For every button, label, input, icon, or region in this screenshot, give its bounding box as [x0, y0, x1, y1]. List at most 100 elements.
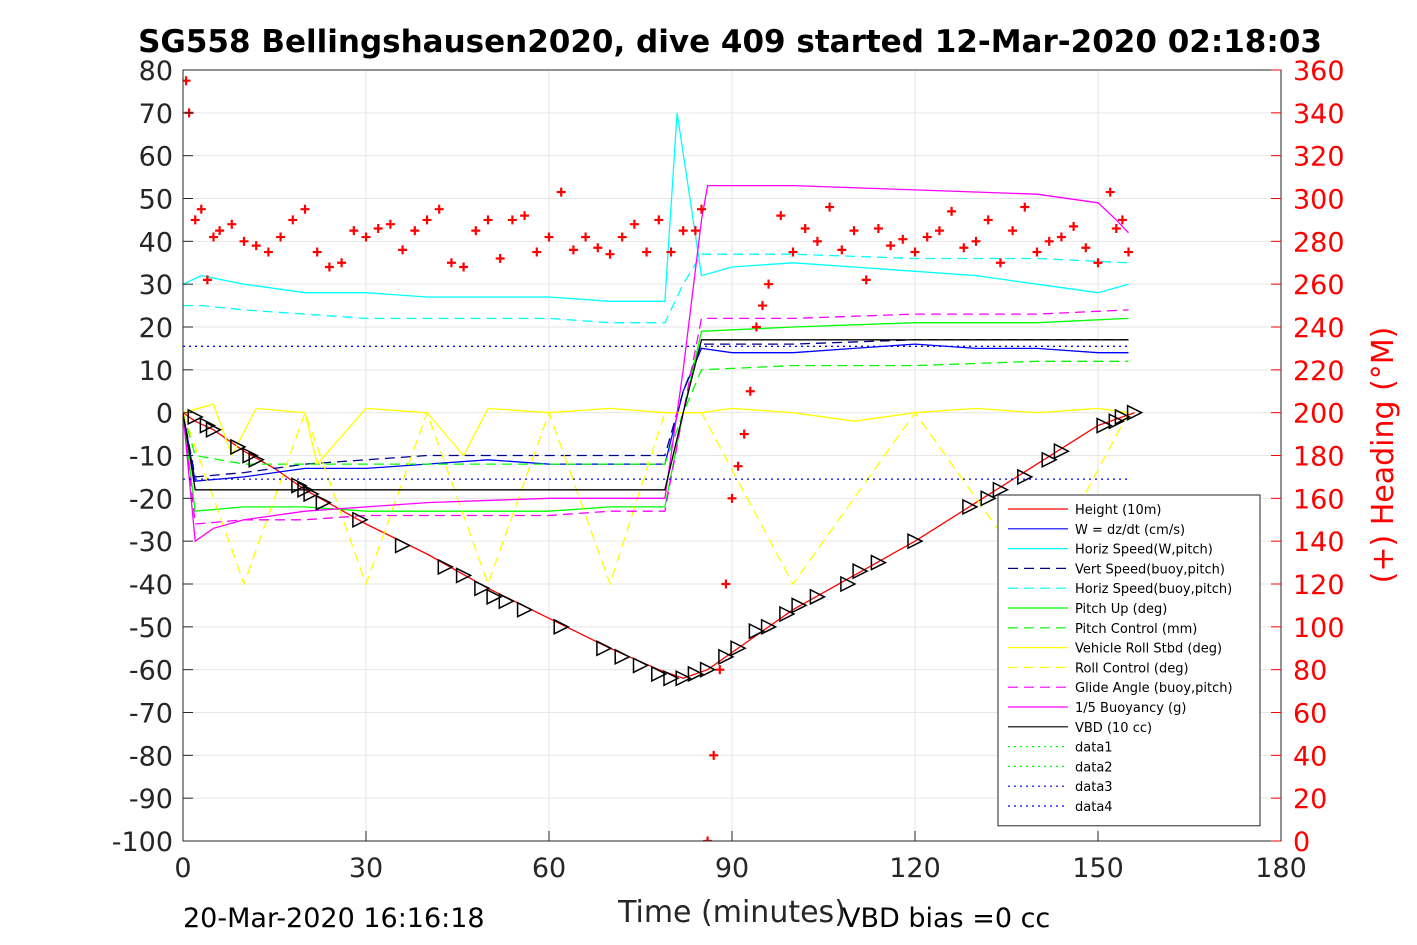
heading-point: [190, 215, 200, 225]
heading-point: [227, 219, 237, 229]
depth-marker: [394, 537, 412, 554]
right-axis-ticks: 3603403203002802602402202001801601401201…: [1271, 56, 1345, 858]
y-tick-label: 20: [139, 313, 173, 344]
series-line-12: [183, 339, 1129, 491]
x-tick-label: 90: [715, 853, 749, 884]
depth-marker: [614, 648, 631, 666]
depth-marker: [730, 640, 747, 657]
heading-point: [788, 247, 798, 257]
legend-label: Pitch Up (deg): [1075, 602, 1167, 617]
heading-point: [349, 226, 359, 236]
x-tick-label: 30: [349, 853, 383, 884]
depth-marker: [455, 567, 473, 584]
y-tick-label: 60: [139, 142, 173, 173]
heading-point: [568, 245, 578, 255]
depth-marker: [992, 481, 1010, 498]
heading-point: [288, 215, 298, 225]
y-tick-label: 0: [156, 399, 173, 430]
heading-point: [983, 215, 993, 225]
heading-point: [263, 247, 273, 257]
depth-marker: [809, 588, 827, 606]
heading-point: [1117, 215, 1127, 225]
heading-point: [446, 258, 456, 268]
y-tick-label: -80: [129, 741, 173, 772]
depth-marker: [1017, 468, 1034, 486]
right-tick-label: 360: [1293, 56, 1345, 87]
depth-marker: [632, 657, 650, 674]
x-axis-label: Time (minutes): [617, 895, 846, 930]
heading-point: [215, 226, 225, 236]
heading-point: [910, 247, 920, 257]
heading-layer: [183, 76, 1133, 841]
heading-point: [1081, 243, 1091, 253]
depth-marker: [1108, 413, 1125, 430]
heading-point: [800, 223, 810, 233]
right-tick-label: 140: [1293, 527, 1345, 558]
right-tick-label: 100: [1293, 613, 1345, 644]
heading-point: [337, 258, 347, 268]
depth-marker: [1096, 417, 1113, 434]
heading-point: [422, 215, 432, 225]
heading-point: [202, 275, 212, 285]
heading-point: [495, 253, 505, 263]
heading-point: [239, 236, 249, 246]
legend-label: Horiz Speed(buoy,pitch): [1075, 582, 1232, 597]
legend: Height (10m) W = dz/dt (cm/s) Horiz Speed(…: [997, 494, 1261, 827]
x-axis-ticks: 0 30 60 90 120 150 180: [174, 831, 1307, 884]
heading-point: [1008, 226, 1018, 236]
footer-vbd-bias: VBD bias =0 cc: [842, 903, 1050, 934]
x-tick-label: 120: [889, 853, 941, 884]
right-tick-label: 200: [1293, 399, 1345, 430]
y-tick-label: 30: [139, 270, 173, 301]
right-tick-label: 160: [1293, 484, 1345, 515]
series-line-10: [183, 309, 1129, 525]
y-tick-label: 50: [139, 185, 173, 216]
depth-marker: [553, 618, 570, 636]
legend-label: VBD (10 cc): [1075, 721, 1152, 736]
heading-point: [825, 202, 835, 212]
right-tick-label: 80: [1293, 656, 1327, 687]
depth-marker: [907, 532, 924, 550]
heading-point: [483, 215, 493, 225]
heading-point: [715, 665, 725, 675]
heading-point: [629, 219, 639, 229]
depth-marker: [980, 490, 997, 507]
heading-point: [745, 386, 755, 396]
y-tick-label: 70: [139, 99, 173, 130]
legend-label: data4: [1075, 800, 1113, 815]
heading-point: [471, 226, 481, 236]
depth-marker: [596, 640, 613, 657]
heading-point: [654, 215, 664, 225]
depth-marker: [852, 562, 869, 580]
heading-point: [581, 232, 591, 242]
series-line-5: [183, 253, 1129, 324]
heading-point: [196, 204, 206, 214]
heading-point: [1020, 202, 1030, 212]
legend-label: data3: [1075, 780, 1113, 795]
depth-marker: [187, 408, 204, 426]
depth-marker: [303, 485, 320, 503]
heading-point: [678, 226, 688, 236]
legend-label: Glide Angle (buoy,pitch): [1075, 681, 1233, 696]
heading-point: [398, 245, 408, 255]
series-line-8: [183, 403, 1129, 466]
heading-point: [605, 249, 615, 259]
legend-label: Height (10m): [1075, 503, 1161, 518]
heading-point: [1069, 221, 1079, 231]
heading-point: [459, 262, 469, 272]
right-tick-label: 340: [1293, 99, 1345, 130]
depth-marker: [779, 605, 796, 623]
heading-point: [727, 493, 737, 503]
depth-marker: [840, 575, 857, 593]
right-tick-label: 320: [1293, 142, 1345, 173]
x-tick-label: 180: [1255, 853, 1307, 884]
depth-marker: [791, 597, 808, 614]
heading-point: [532, 247, 542, 257]
heading-point: [410, 226, 420, 236]
heading-point: [312, 247, 322, 257]
heading-point: [642, 247, 652, 257]
heading-point: [209, 232, 218, 242]
depth-marker: [230, 438, 247, 456]
heading-point: [837, 245, 847, 255]
